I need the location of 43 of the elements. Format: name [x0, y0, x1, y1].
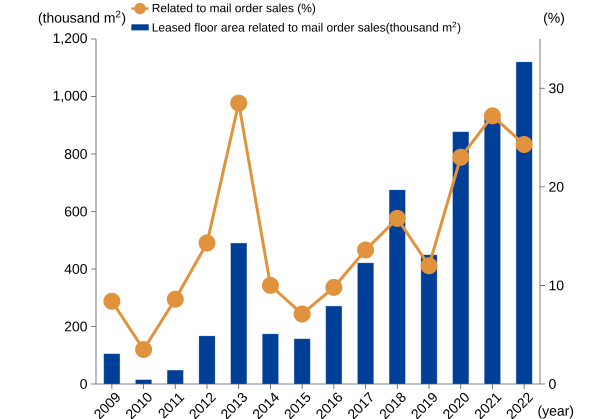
bar: [262, 334, 279, 384]
y2-tick-label: 30: [549, 83, 564, 94]
x-axis-title: (year): [538, 406, 574, 419]
bar: [230, 242, 247, 384]
bar: [516, 62, 532, 384]
bar: [357, 262, 374, 384]
point: [198, 234, 216, 252]
point: [357, 241, 374, 258]
point: [135, 341, 152, 358]
point: [230, 94, 248, 112]
bar: [104, 354, 120, 384]
y2-tick-label: 0: [549, 379, 556, 389]
y-tick-label: 400: [64, 264, 87, 274]
bar: [294, 338, 310, 384]
point: [484, 107, 501, 124]
point: [103, 292, 120, 310]
point: [420, 257, 438, 274]
legend-label: Leased floor area related to mail order sales(thousand m$^{2}$): [152, 22, 460, 34]
point: [262, 276, 279, 294]
bar: [484, 116, 501, 384]
y-tick-label: 0: [80, 379, 87, 389]
bar: [452, 132, 469, 384]
point: [325, 278, 342, 296]
y-tick-label: 200: [64, 322, 87, 332]
point: [516, 136, 533, 153]
y-tick-label: 1,200: [54, 33, 87, 45]
bar: [389, 190, 406, 384]
bar: [326, 306, 342, 384]
y-tick-label: 800: [64, 149, 87, 159]
y2-axis-title: (%): [544, 12, 564, 26]
point: [388, 210, 406, 227]
y2-tick-label: 20: [549, 182, 564, 192]
legend-label: Related to mail order sales (%): [152, 4, 316, 15]
point: [452, 148, 470, 166]
bar: [135, 380, 152, 384]
y-tick-label: 600: [64, 206, 87, 216]
point: [166, 290, 184, 308]
point: [294, 306, 311, 323]
bar: [198, 336, 216, 384]
y2-tick-label: 10: [550, 280, 564, 290]
bar: [167, 370, 184, 384]
y-axis-title: (thousand m$^{2}$): [38, 10, 126, 26]
y-tick-label: 1,000: [54, 90, 87, 102]
